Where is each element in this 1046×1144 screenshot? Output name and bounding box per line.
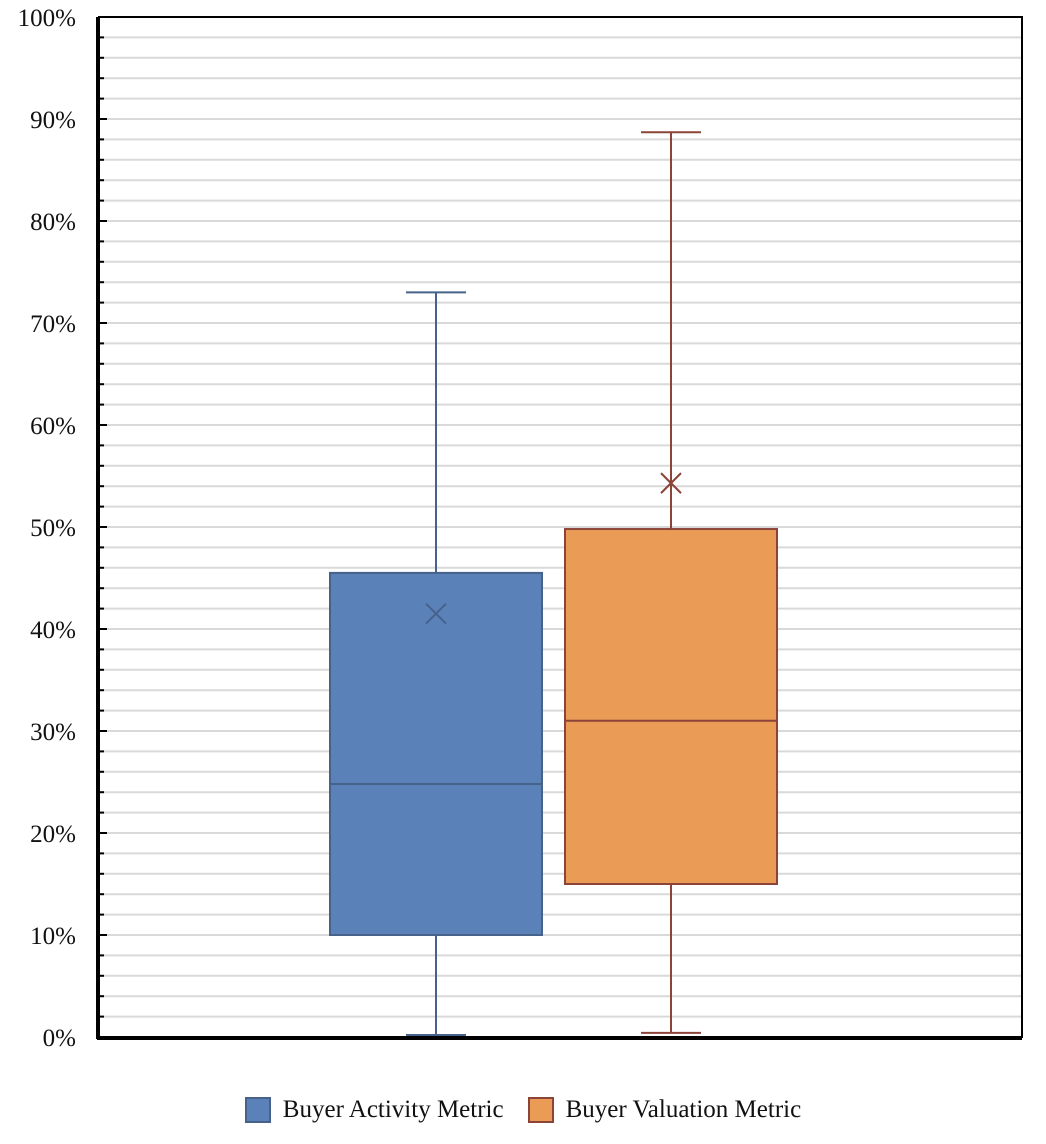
y-tick-label: 50% — [30, 515, 76, 542]
legend-item-buyer-valuation: Buyer Valuation Metric — [527, 1096, 802, 1124]
y-tick-label: 90% — [30, 107, 76, 134]
y-tick-label: 20% — [30, 821, 76, 848]
legend-label-buyer-activity: Buyer Activity Metric — [282, 1096, 504, 1123]
y-tick-label: 30% — [30, 719, 76, 746]
box-buyer-valuation — [564, 528, 778, 885]
legend-label-buyer-valuation: Buyer Valuation Metric — [565, 1096, 802, 1123]
box-plot-chart: 0% 10% 20% 30% 40% 50% 60% 70% 80% 90% 100% — [18, 5, 1023, 1052]
box-buyer-activity — [329, 571, 543, 937]
legend-swatch-buyer-valuation — [527, 1097, 554, 1123]
legend-swatch-buyer-activity — [244, 1097, 271, 1123]
y-tick-label: 70% — [30, 311, 76, 338]
y-tick-label: 0% — [43, 1025, 76, 1052]
y-tick-label: 80% — [30, 209, 76, 236]
y-tick-label: 60% — [30, 413, 76, 440]
mean-marker-buyer-valuation — [660, 472, 682, 494]
y-tick-label: 40% — [30, 617, 76, 644]
y-tick-label: 10% — [30, 923, 76, 950]
mean-marker-buyer-activity — [425, 602, 447, 625]
plot-frame — [98, 16, 1023, 1038]
mean-marker-stroke — [660, 472, 682, 494]
legend-item-buyer-activity: Buyer Activity Metric — [244, 1096, 504, 1124]
mean-marker-stroke — [425, 602, 447, 625]
y-tick-label: 100% — [18, 5, 76, 32]
legend: Buyer Activity Metric Buyer Valuation Me… — [0, 1092, 1046, 1128]
